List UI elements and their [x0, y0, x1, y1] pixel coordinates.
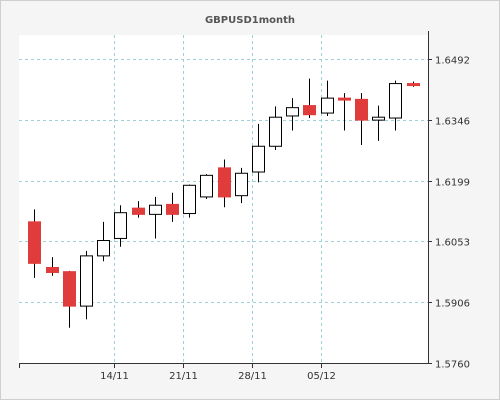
candle	[407, 81, 420, 87]
candle-body-up	[372, 116, 385, 121]
y-tick-label: 1.5760	[435, 360, 470, 371]
axes: 1.6492 1.6346 1.6199 1.6053 1.5906 1.5760 14/1…	[19, 31, 470, 382]
candle-body-down	[338, 97, 351, 101]
candle	[372, 105, 385, 141]
candle-body-up	[149, 204, 162, 215]
candle	[166, 192, 179, 222]
candle-body-down	[28, 221, 41, 264]
x-tick-label: 05/12	[307, 371, 336, 382]
candle	[28, 209, 41, 278]
candle	[97, 221, 110, 262]
plot-area	[19, 35, 428, 363]
candle	[389, 80, 402, 131]
candle-body-down	[132, 207, 145, 215]
chart-title: GBPUSD1month	[205, 15, 295, 26]
y-tick-label: 1.6346	[435, 117, 470, 128]
candle	[46, 257, 59, 276]
candle	[303, 78, 316, 119]
candle-body-up	[389, 83, 402, 119]
candle-body-down	[218, 167, 231, 198]
candle	[149, 196, 162, 239]
candle-body-up	[321, 97, 334, 114]
candle	[252, 123, 265, 183]
candle	[235, 167, 248, 204]
candle	[269, 106, 282, 151]
candle-body-down	[355, 98, 368, 121]
candle-body-down	[46, 267, 59, 273]
candle-body-up	[286, 107, 299, 117]
candle	[218, 159, 231, 208]
candles	[28, 78, 420, 328]
candle-body-up	[114, 212, 127, 239]
x-tick-label: 14/11	[100, 371, 129, 382]
y-tick-label: 1.6492	[435, 56, 470, 67]
candle	[114, 205, 127, 247]
candle-body-up	[80, 255, 93, 307]
candle-body-up	[252, 145, 265, 173]
y-tick-label: 1.6199	[435, 178, 470, 189]
candle-body-up	[200, 174, 213, 198]
x-tick-label: 21/11	[169, 371, 198, 382]
candle	[355, 93, 368, 146]
candle	[200, 174, 213, 199]
candle	[338, 93, 351, 131]
candle-body-up	[269, 116, 282, 147]
x-tick-label: 28/11	[238, 371, 267, 382]
candle-body-up	[183, 184, 196, 215]
candle	[286, 98, 299, 131]
candle-body-down	[166, 203, 179, 215]
candle-body-up	[97, 240, 110, 257]
candle	[80, 250, 93, 320]
candle	[132, 201, 145, 218]
candle	[183, 184, 196, 218]
candle	[63, 270, 76, 328]
candle-body-up	[235, 172, 248, 197]
candle	[321, 80, 334, 116]
y-tick-label: 1.5906	[435, 299, 470, 310]
y-tick-label: 1.6053	[435, 238, 470, 249]
candle-body-down	[63, 271, 76, 307]
candle-body-down	[303, 105, 316, 116]
candle-body-down	[407, 83, 420, 87]
